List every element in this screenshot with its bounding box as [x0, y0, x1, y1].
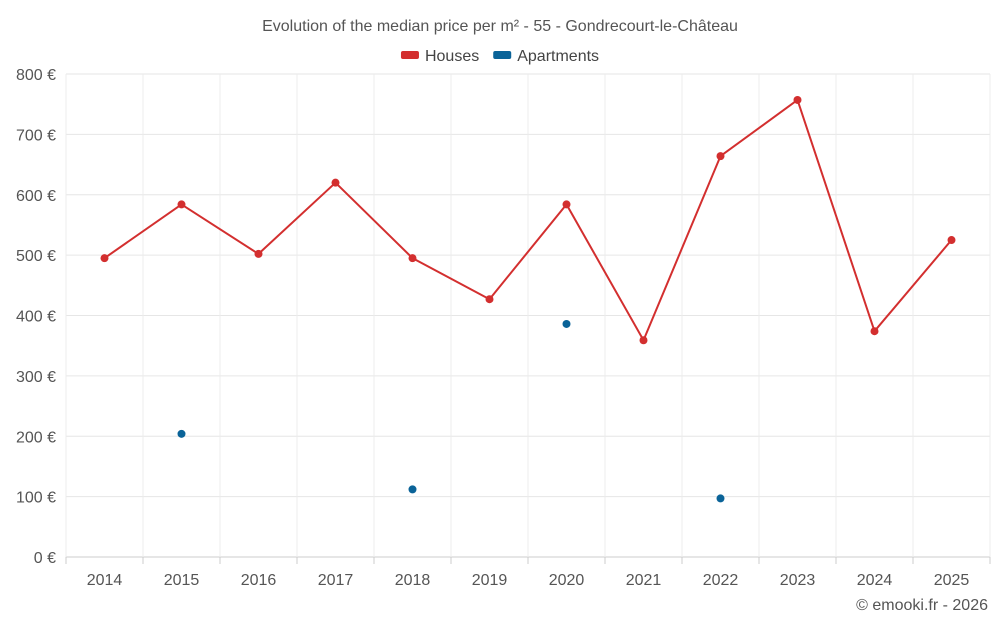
y-tick-label: 200 € [16, 429, 56, 446]
y-tick-label: 700 € [16, 127, 56, 144]
data-point-houses[interactable] [177, 200, 186, 209]
credit-text: © emooki.fr - 2026 [856, 597, 988, 614]
series-layer [100, 95, 956, 503]
legend-label: Houses [425, 48, 479, 65]
x-tick-label: 2018 [395, 572, 431, 589]
chart-title: Evolution of the median price per m² - 5… [262, 18, 738, 35]
grid-lines [65, 73, 991, 558]
series-line-houses [103, 98, 953, 342]
y-tick-label: 0 € [34, 550, 56, 567]
y-tick-label: 300 € [16, 369, 56, 386]
data-point-houses[interactable] [100, 254, 109, 263]
x-tick-label: 2015 [164, 572, 200, 589]
data-point-houses[interactable] [562, 200, 571, 209]
data-point-apartments[interactable] [177, 429, 186, 438]
x-tick-label: 2020 [549, 572, 585, 589]
x-tick-label: 2017 [318, 572, 354, 589]
x-tick-label: 2016 [241, 572, 277, 589]
x-tick-label: 2021 [626, 572, 662, 589]
x-tick-label: 2019 [472, 572, 508, 589]
x-tick-label: 2023 [780, 572, 816, 589]
data-point-houses[interactable] [408, 254, 417, 263]
y-tick-label: 100 € [16, 490, 56, 507]
data-point-houses[interactable] [716, 152, 725, 161]
data-point-houses[interactable] [331, 178, 340, 187]
legend-swatch [400, 51, 419, 59]
y-tick-label: 500 € [16, 248, 56, 265]
data-point-houses[interactable] [947, 236, 956, 245]
y-tick-label: 600 € [16, 188, 56, 205]
legend-item-apartments[interactable]: Apartments [493, 48, 599, 65]
data-point-houses[interactable] [254, 249, 263, 258]
legend-item-houses[interactable]: Houses [400, 48, 479, 65]
data-point-houses[interactable] [639, 336, 648, 345]
data-point-apartments[interactable] [408, 485, 417, 494]
axes: 0 € 100 € 200 € 300 € 400 € 500 € 600 € 700 € 80… [16, 67, 991, 589]
data-point-houses[interactable] [793, 95, 802, 104]
x-tick-label: 2024 [857, 572, 893, 589]
y-tick-label: 800 € [16, 67, 56, 84]
y-tick-label: 400 € [16, 309, 56, 326]
data-point-apartments[interactable] [716, 494, 725, 503]
x-tick-label: 2022 [703, 572, 739, 589]
x-tick-label: 2025 [934, 572, 970, 589]
legend-swatch [493, 51, 512, 59]
legend-label: Apartments [517, 48, 599, 65]
data-point-houses[interactable] [870, 327, 879, 336]
data-point-apartments[interactable] [562, 319, 571, 328]
x-tick-label: 2014 [87, 572, 123, 589]
chart-legend[interactable]: Houses Apartments [400, 48, 599, 65]
data-point-houses[interactable] [485, 295, 494, 304]
